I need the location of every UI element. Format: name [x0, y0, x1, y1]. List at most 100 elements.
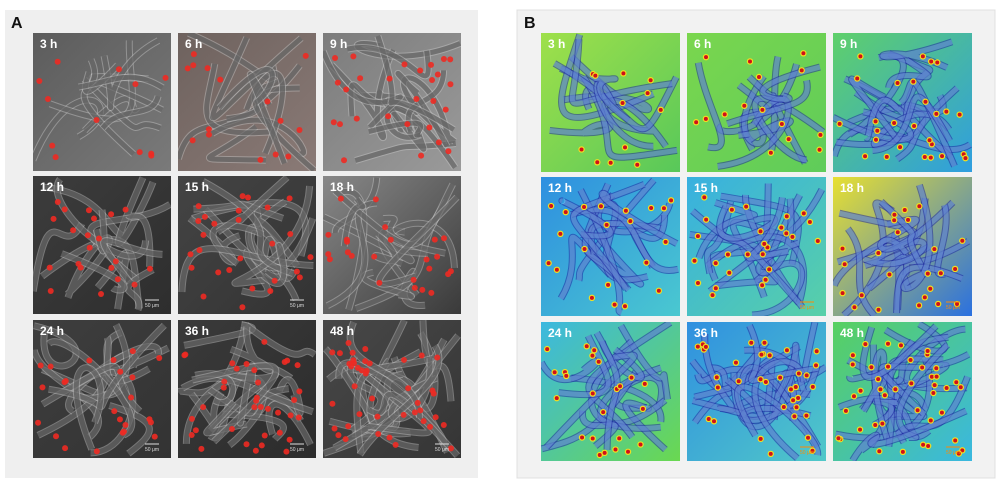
nucleus: [344, 249, 351, 256]
hypha-inner: [204, 63, 275, 136]
nucleus: [906, 217, 911, 222]
nucleus: [953, 438, 958, 443]
scale-label: 50 μm: [946, 305, 960, 311]
nucleus: [93, 116, 100, 123]
nucleus: [233, 365, 240, 372]
hypha: [570, 181, 646, 291]
hypha: [716, 377, 764, 420]
nucleus: [285, 153, 292, 160]
hypha-inner: [33, 222, 85, 292]
hypha-inner: [229, 326, 273, 373]
nucleus: [261, 432, 268, 439]
nucleus: [590, 353, 595, 358]
hypha-inner: [717, 96, 791, 169]
nucleus: [77, 264, 84, 271]
nucleus: [226, 266, 233, 273]
nucleus: [35, 419, 42, 426]
nucleus: [590, 436, 595, 441]
nucleus: [703, 116, 708, 121]
hypha-inner: [692, 333, 736, 413]
nucleus: [929, 142, 934, 147]
nucleus: [549, 204, 554, 209]
hypha-inner: [717, 205, 778, 241]
nucleus: [886, 364, 891, 369]
hypha-inner: [33, 323, 79, 369]
nucleus: [343, 86, 350, 93]
hypha: [552, 60, 680, 133]
nucleus: [929, 59, 934, 64]
hypha-inner: [833, 109, 913, 143]
nucleus: [200, 231, 207, 238]
nucleus: [221, 378, 228, 385]
hypha: [833, 108, 914, 144]
nucleus: [362, 370, 369, 377]
nucleus: [434, 253, 441, 260]
nucleus: [602, 450, 607, 455]
nucleus: [863, 154, 868, 159]
nucleus: [427, 61, 434, 68]
nucleus: [749, 340, 754, 345]
hypha: [885, 57, 932, 89]
nucleus: [405, 385, 412, 392]
nucleus: [426, 265, 433, 272]
scale-label: 50 μm: [145, 303, 159, 309]
hypha: [541, 369, 639, 453]
hypha-inner: [886, 57, 931, 89]
nucleus: [552, 370, 557, 375]
hypha-inner: [570, 207, 679, 273]
nucleus: [582, 204, 587, 209]
nucleus: [804, 373, 809, 378]
hypha-inner: [541, 357, 600, 383]
nucleus: [428, 289, 435, 296]
hypha-inner: [178, 63, 302, 160]
nucleus: [804, 413, 809, 418]
nucleus: [725, 252, 730, 257]
nucleus: [217, 76, 224, 83]
nucleus: [851, 394, 856, 399]
image-tile: [541, 177, 680, 316]
nucleus: [584, 344, 589, 349]
hypha-inner: [553, 61, 679, 132]
hypha: [893, 263, 964, 314]
nucleus: [601, 410, 606, 415]
nucleus: [386, 75, 393, 82]
nucleus: [695, 344, 700, 349]
nucleus: [926, 444, 931, 449]
nucleus: [818, 132, 823, 137]
nucleus: [922, 154, 927, 159]
nucleus: [418, 152, 425, 159]
nucleus: [261, 338, 268, 345]
nucleus: [873, 137, 878, 142]
nucleus: [793, 385, 798, 390]
nucleus: [348, 252, 355, 259]
nucleus: [122, 206, 129, 213]
nucleus: [815, 239, 820, 244]
nucleus: [644, 260, 649, 265]
hypha: [860, 348, 891, 440]
nucleus: [920, 54, 925, 59]
hypha-inner: [594, 80, 654, 149]
hypha-inner: [260, 237, 297, 281]
nucleus: [778, 375, 783, 380]
hypha-inner: [586, 322, 672, 439]
nucleus: [162, 74, 169, 81]
image-tile: [687, 177, 826, 316]
nucleus: [742, 103, 747, 108]
hypha: [694, 62, 725, 152]
nucleus: [893, 387, 898, 392]
nucleus: [612, 302, 617, 307]
hypha-inner: [217, 67, 275, 110]
hypha-inner: [373, 231, 403, 266]
time-label: 6 h: [185, 37, 202, 51]
hypha-inner: [115, 176, 156, 246]
nucleus: [806, 435, 811, 440]
nucleus: [727, 270, 732, 275]
hypha-inner: [849, 76, 901, 143]
nucleus: [882, 393, 887, 398]
hypha-inner: [375, 35, 456, 132]
nucleus: [885, 341, 890, 346]
nucleus: [293, 268, 300, 275]
nucleus: [295, 414, 302, 421]
nucleus: [649, 205, 654, 210]
nucleus: [283, 448, 290, 455]
